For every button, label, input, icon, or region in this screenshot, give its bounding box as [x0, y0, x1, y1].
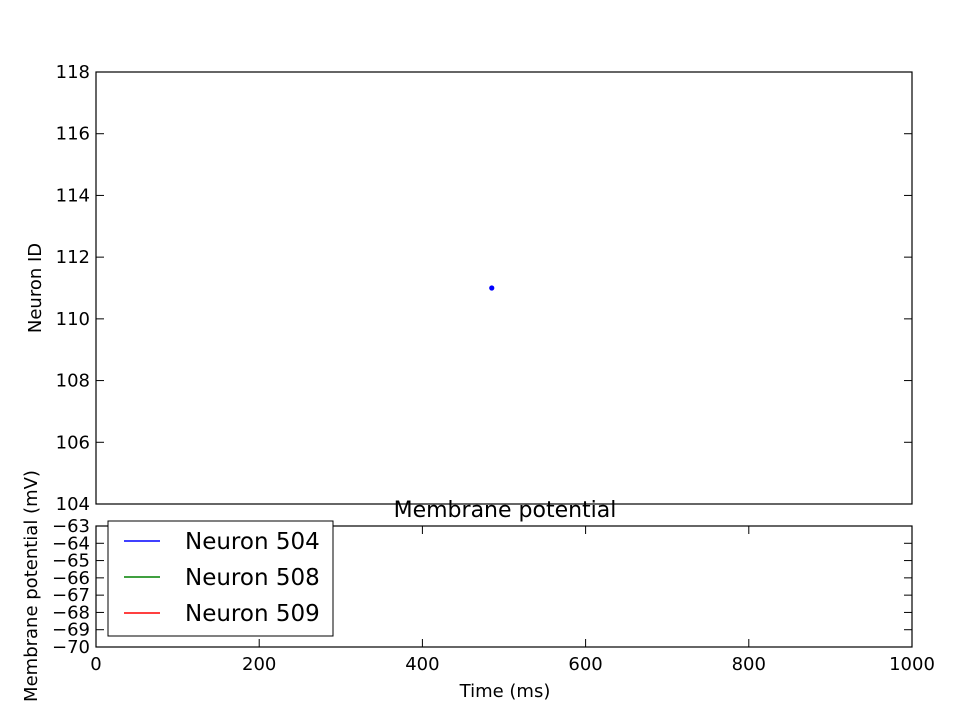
- raster-y-tick-label: 112: [56, 247, 90, 268]
- raster-y-tick-label: 118: [56, 62, 90, 83]
- spike-point: [489, 285, 495, 291]
- raster-y-axis-label: Neuron ID: [25, 243, 46, 333]
- membrane-y-tick-label: −63: [52, 516, 90, 537]
- membrane-y-tick-label: −64: [52, 533, 90, 554]
- membrane-y-axis-label: Membrane potential (mV): [21, 470, 42, 702]
- membrane-plot-frame: [95, 525, 913, 648]
- raster-y-tick-label: 110: [56, 309, 90, 330]
- raster-points: [489, 285, 495, 291]
- raster-y-tick-label: 106: [56, 432, 90, 453]
- raster-y-tick-label: 104: [56, 494, 90, 515]
- raster-y-tick-label: 114: [56, 185, 90, 206]
- legend-box: [107, 520, 334, 637]
- membrane-x-axis-label: Time (ms): [459, 681, 551, 702]
- membrane-legend: Neuron 504 Neuron 508 Neuron 509: [107, 520, 334, 637]
- membrane-x-tick-label: 600: [568, 654, 602, 675]
- membrane-x-ticks: 0 200 400 600 800 1000: [90, 526, 935, 675]
- membrane-y-tick-label: −68: [52, 602, 90, 623]
- legend-label: Neuron 504: [185, 529, 320, 555]
- membrane-title: Membrane potential: [394, 498, 617, 523]
- membrane-x-tick-label: 1000: [889, 654, 935, 675]
- membrane-x-tick-label: 200: [242, 654, 276, 675]
- membrane-x-tick-label: 400: [405, 654, 439, 675]
- raster-y-ticks: 104 106 108 110 112 114 116 118: [56, 62, 912, 515]
- raster-y-tick-label: 108: [56, 371, 90, 392]
- membrane-x-tick-label: 800: [732, 654, 766, 675]
- legend-label: Neuron 509: [185, 601, 320, 627]
- raster-y-tick-label: 116: [56, 124, 90, 145]
- membrane-panel: −70−69−68−67−66−65−64−63 0 200 400 600 800 10…: [21, 470, 935, 702]
- membrane-y-ticks: −70−69−68−67−66−65−64−63: [52, 516, 912, 658]
- raster-plot-frame: [95, 71, 913, 505]
- membrane-y-tick-label: −70: [52, 637, 90, 658]
- legend-label: Neuron 508: [185, 565, 320, 591]
- membrane-y-tick-label: −65: [52, 551, 90, 572]
- membrane-y-tick-label: −67: [52, 585, 90, 606]
- raster-panel: 104 106 108 110 112 114 116 118 Neuron ID: [25, 62, 913, 515]
- membrane-y-tick-label: −69: [52, 620, 90, 641]
- membrane-y-tick-label: −66: [52, 568, 90, 589]
- membrane-x-tick-label: 0: [90, 654, 101, 675]
